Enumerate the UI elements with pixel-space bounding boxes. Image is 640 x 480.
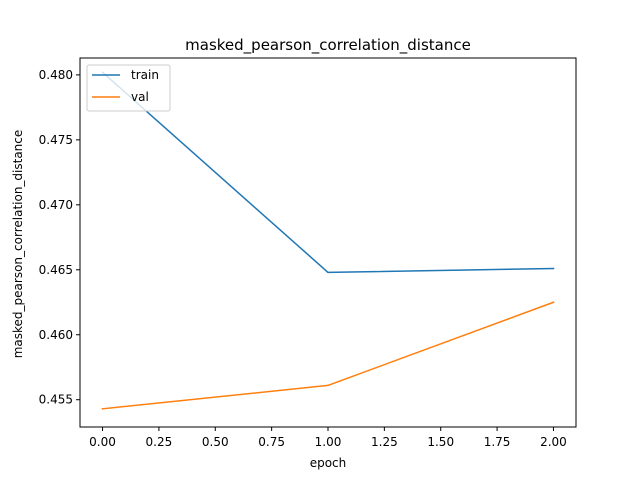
data-point-train (552, 267, 555, 270)
data-point-val (101, 408, 104, 410)
chart-title: masked_pearson_correlation_distance (185, 36, 471, 55)
y-tick-label: 0.470 (39, 198, 73, 212)
plot-area-frame (79, 57, 577, 428)
x-tick-label: 1.50 (427, 435, 454, 449)
legend: train val (86, 64, 171, 112)
x-axis-label: epoch (310, 456, 347, 470)
legend-box (86, 64, 171, 112)
y-tick-label: 0.460 (39, 328, 73, 342)
x-tick-label: 0.00 (89, 435, 116, 449)
y-axis-ticks: 0.455 0.460 0.465 0.470 0.475 0.480 (39, 68, 80, 407)
data-point-val (552, 301, 555, 304)
y-tick-label: 0.455 (39, 393, 73, 407)
y-tick-label: 0.480 (39, 68, 73, 82)
data-point-train (327, 271, 329, 274)
y-axis-label: masked_pearson_correlation_distance (11, 130, 25, 359)
x-tick-label: 1.25 (371, 435, 398, 449)
x-tick-label: 0.50 (202, 435, 229, 449)
x-axis-ticks: 0.00 0.25 0.50 0.75 1.00 1.25 1.50 1.75 2.00 (89, 427, 567, 449)
x-tick-label: 1.00 (315, 435, 342, 449)
legend-label-train: train (131, 68, 159, 82)
x-tick-label: 2.00 (540, 435, 567, 449)
x-tick-label: 0.25 (146, 435, 173, 449)
y-tick-label: 0.475 (39, 133, 73, 147)
x-tick-label: 1.75 (484, 435, 511, 449)
x-tick-label: 0.75 (258, 435, 285, 449)
data-point-val (327, 384, 329, 387)
legend-label-val: val (131, 90, 149, 104)
y-tick-label: 0.465 (39, 263, 73, 277)
